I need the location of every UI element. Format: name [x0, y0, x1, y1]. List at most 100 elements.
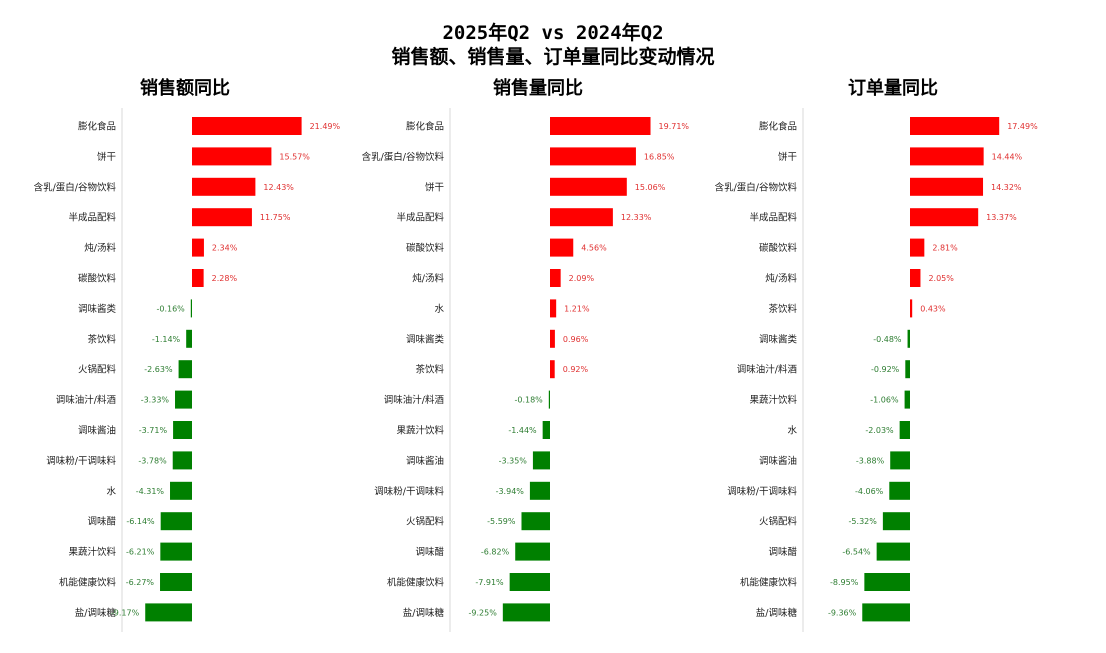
bar-positive — [550, 177, 627, 196]
category-label: 盐/调味糖 — [75, 607, 117, 619]
bar-positive — [192, 147, 272, 166]
figure-title-line1: 2025年Q2 vs 2024年Q2 — [442, 22, 664, 44]
category-label: 碳酸饮料 — [759, 242, 798, 254]
category-label: 调味油汁/料酒 — [737, 364, 798, 376]
bar-negative — [173, 421, 192, 439]
bar-positive — [910, 177, 984, 196]
bar-negative — [548, 390, 550, 409]
bar-positive — [550, 329, 555, 348]
bar-negative — [882, 512, 910, 531]
bar-negative — [172, 451, 192, 470]
bar-negative — [178, 360, 192, 379]
category-label: 水 — [787, 425, 797, 437]
category-label: 火锅配料 — [759, 516, 798, 528]
bar-negative — [160, 542, 192, 561]
category-label: 调味醋 — [768, 546, 797, 558]
data-label: 2.09% — [569, 274, 595, 283]
data-label: 17.49% — [1007, 122, 1038, 131]
data-label: 0.96% — [563, 335, 589, 344]
category-label: 炖/汤料 — [412, 273, 444, 285]
data-label: -9.25% — [469, 608, 498, 617]
bar-negative — [529, 481, 550, 500]
category-label: 饼干 — [778, 151, 797, 163]
bar-negative — [145, 603, 192, 622]
bar-negative — [904, 390, 910, 409]
bar-negative — [889, 481, 910, 500]
data-label: -0.16% — [156, 304, 185, 313]
category-label: 调味油汁/料酒 — [56, 394, 117, 406]
category-label: 盐/调味糖 — [756, 607, 798, 619]
data-label: -5.32% — [849, 517, 878, 526]
chart-2-title: 销售量同比 — [493, 77, 583, 99]
data-label: -8.95% — [830, 578, 859, 587]
category-label: 调味粉/干调味料 — [727, 485, 797, 497]
data-label: -3.33% — [141, 396, 170, 405]
bar-negative — [186, 329, 192, 348]
category-label: 含乳/蛋白/谷物饮料 — [362, 151, 445, 163]
category-label: 茶饮料 — [87, 333, 116, 345]
data-label: 21.49% — [310, 122, 341, 131]
data-label: -6.54% — [842, 548, 871, 557]
category-label: 调味油汁/料酒 — [384, 394, 445, 406]
data-label: -6.21% — [126, 548, 155, 557]
data-label: -4.06% — [855, 487, 884, 496]
bar-negative — [502, 603, 550, 622]
bar-positive — [910, 238, 925, 257]
bar-positive — [550, 360, 555, 379]
data-label: -6.82% — [481, 548, 510, 557]
category-label: 茶饮料 — [415, 364, 444, 376]
bar-negative — [190, 299, 192, 318]
category-label: 果蔬汁饮料 — [396, 425, 444, 437]
bar-negative — [905, 360, 910, 379]
category-label: 饼干 — [425, 181, 444, 193]
category-label: 含乳/蛋白/谷物饮料 — [34, 181, 117, 193]
data-label: -3.71% — [139, 426, 168, 435]
category-label: 调味醋 — [87, 516, 116, 528]
data-label: 11.75% — [260, 213, 291, 222]
category-label: 水 — [434, 303, 444, 315]
category-label: 火锅配料 — [406, 516, 445, 528]
category-label: 调味粉/干调味料 — [46, 455, 116, 467]
data-label: 0.92% — [563, 365, 589, 374]
bar-positive — [910, 299, 913, 318]
data-label: 0.43% — [920, 304, 946, 313]
bar-positive — [910, 147, 984, 166]
data-label: -3.35% — [499, 456, 528, 465]
data-label: 2.34% — [212, 244, 238, 253]
bar-negative — [890, 451, 910, 470]
chart-1-title: 销售额同比 — [140, 77, 230, 99]
category-label: 半成品配料 — [68, 212, 116, 224]
bar-negative — [509, 573, 550, 591]
data-label: 12.43% — [263, 183, 294, 192]
category-label: 火锅配料 — [78, 364, 117, 376]
bar-negative — [160, 573, 192, 591]
category-label: 调味粉/干调味料 — [374, 485, 444, 497]
data-label: -6.14% — [126, 517, 155, 526]
data-label: 2.28% — [212, 274, 238, 283]
data-label: 19.71% — [659, 122, 690, 131]
bar-positive — [192, 117, 302, 135]
category-label: 炖/汤料 — [84, 242, 116, 254]
bar-positive — [192, 238, 204, 257]
bar-positive — [550, 117, 651, 135]
bar-negative — [862, 603, 910, 622]
category-label: 膨化食品 — [759, 121, 797, 133]
category-label: 调味酱类 — [406, 333, 445, 345]
data-label: 13.37% — [986, 213, 1017, 222]
category-label: 调味酱类 — [78, 303, 117, 315]
data-label: 2.05% — [928, 274, 954, 283]
category-label: 机能健康饮料 — [59, 577, 117, 589]
data-label: -1.06% — [870, 396, 899, 405]
data-label: -0.18% — [514, 396, 543, 405]
category-label: 碳酸饮料 — [78, 273, 117, 285]
category-label: 盐/调味糖 — [403, 607, 445, 619]
bar-negative — [170, 481, 192, 500]
category-label: 茶饮料 — [768, 303, 797, 315]
bar-negative — [907, 329, 910, 348]
data-label: -1.44% — [508, 426, 537, 435]
data-label: -2.03% — [865, 426, 894, 435]
bar-positive — [550, 299, 557, 318]
category-label: 调味酱油 — [406, 455, 444, 467]
